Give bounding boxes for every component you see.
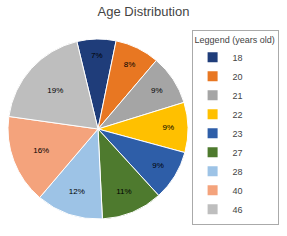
svg-text:11%: 11% bbox=[116, 187, 131, 196]
svg-text:27: 27 bbox=[233, 148, 243, 158]
svg-text:7%: 7% bbox=[91, 51, 103, 60]
svg-text:8%: 8% bbox=[124, 60, 136, 69]
svg-text:23: 23 bbox=[233, 129, 243, 139]
svg-text:16%: 16% bbox=[33, 146, 49, 155]
svg-text:9%: 9% bbox=[163, 123, 175, 132]
svg-text:21: 21 bbox=[233, 91, 243, 101]
svg-text:19%: 19% bbox=[47, 86, 63, 95]
svg-text:Leggend (years old): Leggend (years old) bbox=[195, 35, 275, 45]
svg-text:Age Distribution: Age Distribution bbox=[98, 4, 190, 19]
svg-text:9%: 9% bbox=[151, 86, 163, 95]
svg-text:46: 46 bbox=[233, 205, 243, 215]
svg-text:28: 28 bbox=[233, 167, 243, 177]
svg-text:40: 40 bbox=[233, 186, 243, 196]
svg-text:20: 20 bbox=[233, 72, 243, 82]
svg-text:22: 22 bbox=[233, 110, 243, 120]
svg-text:18: 18 bbox=[233, 53, 243, 63]
svg-text:9%: 9% bbox=[152, 161, 164, 170]
svg-text:12%: 12% bbox=[69, 187, 85, 196]
